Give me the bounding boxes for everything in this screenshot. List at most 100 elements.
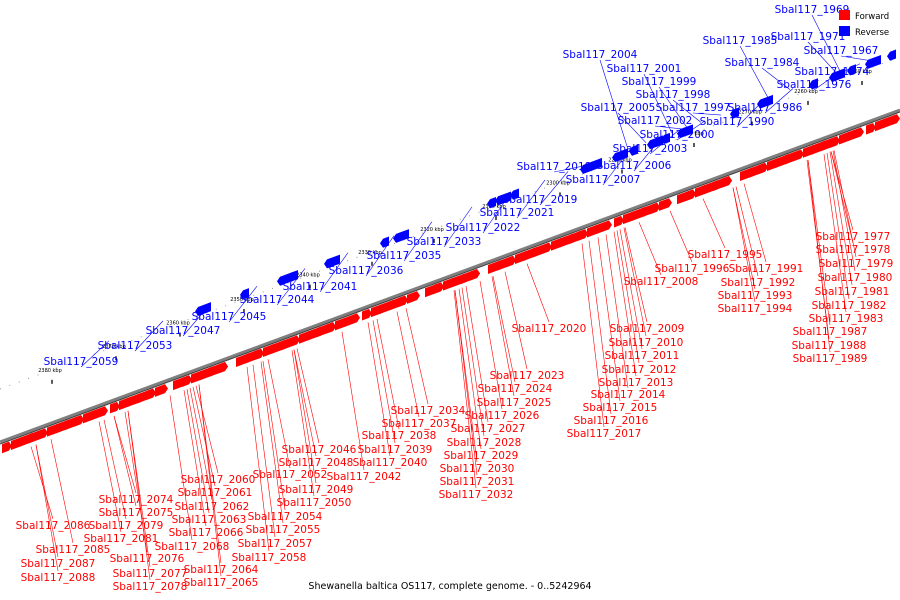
gene-label-forward[interactable]: Sbal117_2034	[391, 405, 466, 417]
gene-label-forward[interactable]: Sbal117_2050	[277, 497, 352, 509]
gene-label-forward[interactable]: Sbal117_2068	[155, 541, 230, 553]
gene-label-reverse[interactable]: Sbal117_2022	[446, 222, 521, 234]
gene-label-forward[interactable]: Sbal117_2020	[512, 323, 587, 335]
gene-label-reverse[interactable]: Sbal117_1990	[700, 116, 775, 128]
gene-label-reverse[interactable]: Sbal117_1986	[728, 102, 803, 114]
gene-label-reverse[interactable]: Sbal117_2047	[146, 325, 221, 337]
gene-label-forward[interactable]: Sbal117_2009	[610, 323, 685, 335]
gene-label-forward[interactable]: Sbal117_2011	[605, 350, 680, 362]
gene-label-forward[interactable]: Sbal117_2023	[490, 370, 565, 382]
gene-label-reverse[interactable]: Sbal117_1999	[622, 76, 697, 88]
gene-label-forward[interactable]: Sbal117_2078	[113, 581, 188, 593]
gene-label-reverse[interactable]: Sbal117_2019	[503, 194, 578, 206]
gene-label-forward[interactable]: Sbal117_2031	[440, 476, 515, 488]
gene-label-reverse[interactable]: Sbal117_1984	[725, 57, 800, 69]
gene-label-reverse[interactable]: Sbal117_1967	[804, 45, 879, 57]
gene-label-forward[interactable]: Sbal117_2075	[99, 507, 174, 519]
gene-label-forward[interactable]: Sbal117_2055	[246, 524, 321, 536]
gene-label-forward[interactable]: Sbal117_2054	[248, 511, 323, 523]
gene-label-forward[interactable]: Sbal117_2016	[574, 415, 649, 427]
gene-label-reverse[interactable]: Sbal117_1969	[775, 4, 850, 16]
gene-label-forward[interactable]: Sbal117_2065	[184, 577, 259, 589]
gene-label-reverse[interactable]: Sbal117_2018	[517, 161, 592, 173]
gene-label-forward[interactable]: Sbal117_1993	[718, 290, 793, 302]
gene-label-forward[interactable]: Sbal117_2013	[599, 377, 674, 389]
gene-label-reverse[interactable]: Sbal117_2059	[44, 356, 119, 368]
gene-label-forward[interactable]: Sbal117_1979	[819, 258, 894, 270]
gene-label-forward[interactable]: Sbal117_2010	[609, 337, 684, 349]
gene-label-forward[interactable]: Sbal117_2058	[232, 552, 307, 564]
gene-label-forward[interactable]: Sbal117_2026	[465, 410, 540, 422]
gene-label-reverse[interactable]: Sbal117_2001	[607, 63, 682, 75]
gene-label-reverse[interactable]: Sbal117_2041	[283, 281, 358, 293]
gene-label-forward[interactable]: Sbal117_2064	[184, 564, 259, 576]
gene-label-forward[interactable]: Sbal117_2085	[36, 544, 111, 556]
gene-label-reverse[interactable]: Sbal117_2007	[566, 174, 641, 186]
gene-label-forward[interactable]: Sbal117_2086	[16, 520, 91, 532]
gene-label-forward[interactable]: Sbal117_2061	[178, 487, 253, 499]
gene-label-forward[interactable]: Sbal117_1980	[818, 272, 893, 284]
gene-label-forward[interactable]: Sbal117_1991	[729, 263, 804, 275]
gene-label-forward[interactable]: Sbal117_2015	[583, 402, 658, 414]
gene-label-reverse[interactable]: Sbal117_2036	[329, 265, 404, 277]
gene-label-reverse[interactable]: Sbal117_2044	[240, 294, 315, 306]
gene-label-reverse[interactable]: Sbal117_2005	[581, 102, 656, 114]
gene-label-reverse[interactable]: Sbal117_2035	[367, 250, 442, 262]
gene-label-forward[interactable]: Sbal117_1988	[792, 340, 867, 352]
gene-label-forward[interactable]: Sbal117_2017	[567, 428, 642, 440]
gene-label-forward[interactable]: Sbal117_2063	[172, 514, 247, 526]
gene-label-forward[interactable]: Sbal117_1996	[655, 263, 730, 275]
gene-label-reverse[interactable]: Sbal117_2033	[407, 236, 482, 248]
gene-label-forward[interactable]: Sbal117_2038	[362, 430, 437, 442]
gene-label-forward[interactable]: Sbal117_2062	[175, 501, 250, 513]
gene-label-reverse[interactable]: Sbal117_1976	[777, 79, 852, 91]
gene-label-reverse[interactable]: Sbal117_2002	[618, 115, 693, 127]
gene-label-forward[interactable]: Sbal117_2024	[478, 383, 553, 395]
gene-label-forward[interactable]: Sbal117_1981	[815, 286, 890, 298]
gene-label-reverse[interactable]: Sbal117_1998	[636, 89, 711, 101]
gene-label-forward[interactable]: Sbal117_2081	[84, 533, 159, 545]
gene-label-reverse[interactable]: Sbal117_2003	[613, 143, 688, 155]
gene-label-reverse[interactable]: Sbal117_1974	[795, 66, 870, 78]
gene-label-forward[interactable]: Sbal117_2025	[477, 397, 552, 409]
gene-label-reverse[interactable]: Sbal117_1997	[656, 102, 731, 114]
gene-label-forward[interactable]: Sbal117_1977	[816, 231, 891, 243]
gene-label-forward[interactable]: Sbal117_2039	[358, 444, 433, 456]
gene-label-forward[interactable]: Sbal117_2074	[99, 494, 174, 506]
gene-label-forward[interactable]: Sbal117_1992	[721, 277, 796, 289]
gene-label-forward[interactable]: Sbal117_1987	[793, 326, 868, 338]
gene-label-forward[interactable]: Sbal117_2032	[439, 489, 514, 501]
gene-label-forward[interactable]: Sbal117_2057	[238, 538, 313, 550]
gene-label-forward[interactable]: Sbal117_2040	[353, 457, 428, 469]
gene-label-reverse[interactable]: Sbal117_2045	[192, 311, 267, 323]
gene-label-forward[interactable]: Sbal117_2027	[451, 423, 526, 435]
gene-label-forward[interactable]: Sbal117_1994	[718, 303, 793, 315]
gene-label-reverse[interactable]: Sbal117_2006	[597, 160, 672, 172]
gene-label-forward[interactable]: Sbal117_2012	[602, 364, 677, 376]
gene-label-reverse[interactable]: Sbal117_2021	[480, 207, 555, 219]
gene-label-forward[interactable]: Sbal117_2014	[591, 389, 666, 401]
gene-label-forward[interactable]: Sbal117_2052	[253, 469, 328, 481]
gene-label-forward[interactable]: Sbal117_2060	[181, 474, 256, 486]
gene-label-forward[interactable]: Sbal117_2048	[279, 457, 354, 469]
gene-label-reverse[interactable]: Sbal117_1985	[703, 35, 778, 47]
gene-label-forward[interactable]: Sbal117_1983	[809, 313, 884, 325]
gene-label-forward[interactable]: Sbal117_2008	[624, 276, 699, 288]
gene-label-forward[interactable]: Sbal117_2030	[440, 463, 515, 475]
gene-label-forward[interactable]: Sbal117_2076	[110, 553, 185, 565]
gene-label-forward[interactable]: Sbal117_2087	[21, 558, 96, 570]
gene-label-reverse[interactable]: Sbal117_2004	[563, 49, 638, 61]
gene-label-forward[interactable]: Sbal117_2077	[113, 568, 188, 580]
gene-label-reverse[interactable]: Sbal117_1971	[771, 31, 846, 43]
gene-label-forward[interactable]: Sbal117_2028	[447, 437, 522, 449]
gene-label-reverse[interactable]: Sbal117_2000	[640, 129, 715, 141]
gene-label-forward[interactable]: Sbal117_2079	[89, 520, 164, 532]
gene-label-reverse[interactable]: Sbal117_2053	[98, 340, 173, 352]
gene-label-forward[interactable]: Sbal117_2088	[21, 572, 96, 584]
gene-label-forward[interactable]: Sbal117_1978	[816, 244, 891, 256]
gene-label-forward[interactable]: Sbal117_2037	[382, 418, 457, 430]
gene-label-forward[interactable]: Sbal117_2042	[327, 471, 402, 483]
gene-label-forward[interactable]: Sbal117_1995	[688, 249, 763, 261]
gene-label-forward[interactable]: Sbal117_2049	[279, 484, 354, 496]
gene-label-forward[interactable]: Sbal117_2046	[282, 444, 357, 456]
